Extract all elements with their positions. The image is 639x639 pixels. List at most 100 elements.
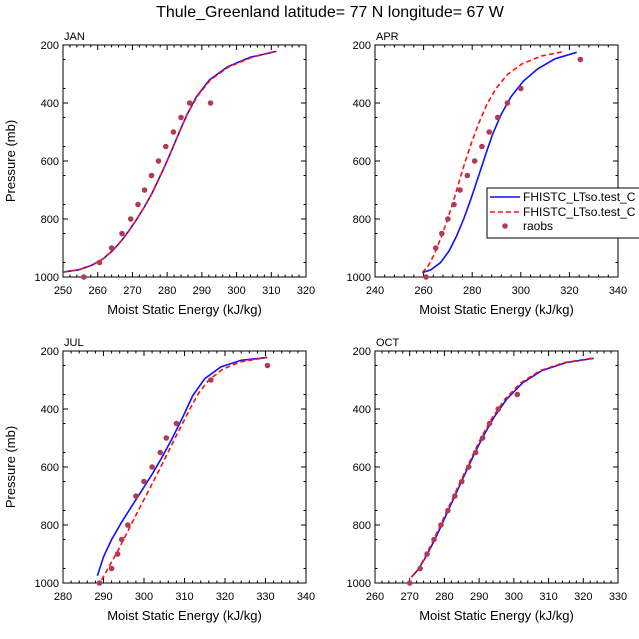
panel-jan-raobs-point <box>108 245 115 251</box>
panel-jul-raobs-point <box>96 580 103 586</box>
panel-jan-xtick-label: 270 <box>123 285 141 297</box>
panel-apr-raobs-point <box>486 129 493 135</box>
panel-jan-raobs-point <box>81 274 87 280</box>
panel-jul-raobs-point <box>133 493 139 499</box>
panel-oct-raobs-point <box>495 406 502 412</box>
panel-oct-raobs-point <box>465 464 472 470</box>
panel-apr-xtick-label: 280 <box>463 285 481 297</box>
panel-jul-xtick-label: 330 <box>256 591 274 603</box>
panel-oct: 260 270 280 290 300 310 320 330 200 400 600 800 1000… <box>347 337 628 623</box>
panel-jul-series-2-line <box>100 356 268 581</box>
panel-oct-series-2-line <box>410 357 593 578</box>
panel-jul-raobs-point <box>157 449 163 456</box>
panel-apr-raobs-point <box>457 187 463 193</box>
panel-jan-xtick-label: 290 <box>193 285 211 297</box>
panel-oct-raobs-point <box>479 435 486 441</box>
panel-apr-frame <box>374 44 619 278</box>
panel-apr-raobs-point <box>494 114 501 121</box>
panel-oct-raobs-point <box>406 580 413 586</box>
panel-oct-raobs-point <box>445 507 451 514</box>
panel-jul-ytick-label: 600 <box>41 462 59 474</box>
panel-apr: 240 260 280 300 320 340 200 400 600 800 1000 APR Moi… <box>347 31 628 317</box>
panel-jul-ylabel: Pressure (mb) <box>3 426 18 508</box>
panel-jul: 280 290 300 310 320 330 340 200 400 600 800 1000 JUL… <box>3 337 315 623</box>
legend-label-raobs: raobs <box>523 219 553 233</box>
panel-jan-xtick-label: 310 <box>262 285 280 297</box>
panel-oct-series-1-line <box>410 357 594 578</box>
panel-oct-ytick-label: 800 <box>353 520 371 532</box>
panel-oct-xtick-label: 260 <box>366 591 384 603</box>
panel-apr-ytick-label: 400 <box>353 98 371 110</box>
panel-oct-raobs-point <box>438 522 444 528</box>
panel-jan-raobs-point <box>186 100 193 106</box>
panel-apr-xtick-label: 260 <box>414 285 432 297</box>
panel-oct-raobs-point <box>458 478 465 485</box>
panel-apr-raobs-point <box>504 100 511 106</box>
panel-oct-ytick-label: 400 <box>353 404 371 416</box>
panel-jul-xtick-label: 280 <box>54 591 72 603</box>
panel-oct-raobs-point <box>486 420 493 427</box>
panel-jul-xtick-label: 290 <box>94 591 112 603</box>
panel-jan-xtick-label: 300 <box>227 285 245 297</box>
panel-apr-raobs-point <box>577 56 584 63</box>
panel-jul-ytick-label: 400 <box>41 404 59 416</box>
panel-jan-ytick-label: 400 <box>41 98 59 110</box>
panel-jul-raobs-point <box>118 536 125 543</box>
panel-jan-raobs-point <box>155 158 162 164</box>
panel-apr-raobs-point <box>451 201 457 208</box>
panel-oct-raobs-point <box>431 536 437 543</box>
panel-jul-xtick-label: 320 <box>216 591 234 603</box>
panel-jan-raobs-point <box>170 129 177 135</box>
panel-oct-raobs-point <box>472 449 479 456</box>
panel-oct-raobs-point <box>424 551 430 557</box>
panel-jul-raobs-point <box>141 478 147 485</box>
panel-jul-xtick-label: 340 <box>297 591 315 603</box>
panel-apr-series-1-line <box>422 51 577 274</box>
panel-oct-frame <box>374 350 619 584</box>
panel-jan-ytick-label: 600 <box>41 156 59 168</box>
panel-jan-raobs-point <box>127 216 134 222</box>
panel-jan-ytick-label: 800 <box>41 214 59 226</box>
panel-oct-xtick-label: 330 <box>609 591 627 603</box>
panel-apr-ytick-label: 200 <box>353 40 371 52</box>
panel-jul-raobs-point <box>125 522 131 528</box>
panel-jul-raobs-point <box>108 565 115 572</box>
panel-jan-frame <box>62 44 307 278</box>
panel-jan-raobs-point <box>162 143 169 150</box>
panel-oct-xtick-label: 300 <box>505 591 523 603</box>
panel-jan-raobs-point <box>135 201 141 208</box>
panel-apr-xtick-label: 240 <box>366 285 384 297</box>
panel-apr-xlabel: Moist Static Energy (kJ/kg) <box>419 302 574 317</box>
panel-oct-xtick-label: 270 <box>401 591 419 603</box>
panel-apr-raobs-point <box>445 216 451 222</box>
panel-jul-xtick-label: 310 <box>175 591 193 603</box>
panel-jul-ytick-label: 200 <box>41 346 59 358</box>
panel-oct-raobs-point <box>514 391 521 398</box>
panel-jul-raobs-point <box>149 464 155 470</box>
panel-apr-ytick-label: 1000 <box>347 272 371 284</box>
panel-jan-ylabel: Pressure (mb) <box>3 120 18 202</box>
panel-jan: 250 260 270 280 290 300 310 320 200 400 600 800 1000… <box>3 31 315 317</box>
panel-jan-ytick-label: 200 <box>41 40 59 52</box>
panel-oct-raobs-point <box>452 493 458 499</box>
legend-label-series-1: FHISTC_LTso.test_C <box>523 190 636 204</box>
panel-jan-ytick-label: 1000 <box>35 272 59 284</box>
panel-apr-raobs-point <box>479 143 485 150</box>
panel-jan-raobs-point <box>141 187 148 193</box>
panel-jan-raobs-point <box>96 259 103 266</box>
panel-jul-raobs-point <box>173 420 180 427</box>
legend: FHISTC_LTso.test_C FHISTC_LTso.test_C ra… <box>486 187 639 239</box>
legend-marker-raobs <box>502 223 508 229</box>
panel-jan-title: JAN <box>64 31 85 43</box>
panel-oct-raobs-point <box>417 565 423 572</box>
panel-jan-xtick-label: 260 <box>89 285 107 297</box>
panel-jan-raobs-point <box>148 172 155 179</box>
panel-apr-xtick-label: 300 <box>512 285 530 297</box>
panel-jul-xlabel: Moist Static Energy (kJ/kg) <box>107 608 262 623</box>
panel-apr-raobs-point <box>432 245 439 251</box>
panel-oct-ytick-label: 600 <box>353 462 371 474</box>
panel-apr-raobs-point <box>464 172 471 179</box>
panel-jul-ytick-label: 1000 <box>35 578 59 590</box>
panel-jul-frame <box>62 350 307 584</box>
